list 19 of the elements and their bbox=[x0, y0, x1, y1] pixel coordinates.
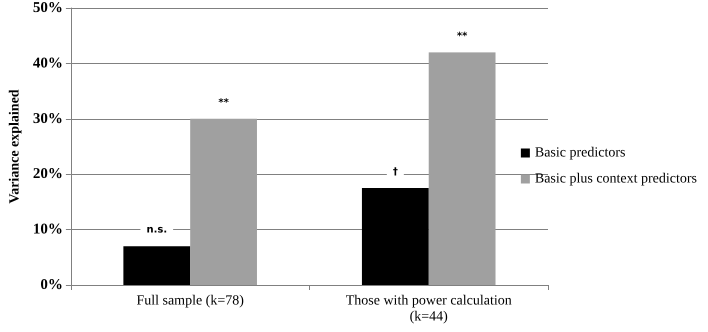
annotation: n.s. bbox=[146, 224, 168, 236]
y-tick-label: 50% bbox=[32, 0, 63, 16]
bar bbox=[428, 52, 496, 285]
y-tick-label: 30% bbox=[32, 110, 63, 127]
legend-label: Basic plus context predictors bbox=[534, 172, 698, 186]
y-tick-label: 10% bbox=[32, 222, 63, 238]
y-tick-label: 20% bbox=[32, 166, 63, 182]
x-tick-label: Full sample (k=78) bbox=[136, 294, 244, 308]
bar bbox=[123, 246, 190, 285]
x-tick-label: Those with power calculation (k=44) bbox=[346, 294, 512, 324]
legend-label: Basic predictors bbox=[534, 146, 626, 160]
y-axis-title: Variance explained bbox=[8, 89, 22, 204]
bar bbox=[190, 118, 257, 285]
annotation: † bbox=[392, 166, 398, 178]
annotation: ** bbox=[456, 30, 468, 42]
bar bbox=[362, 188, 429, 285]
annotation: ** bbox=[218, 97, 230, 108]
y-tick-label: 40% bbox=[32, 55, 63, 72]
y-tick-label: 0% bbox=[40, 277, 63, 293]
